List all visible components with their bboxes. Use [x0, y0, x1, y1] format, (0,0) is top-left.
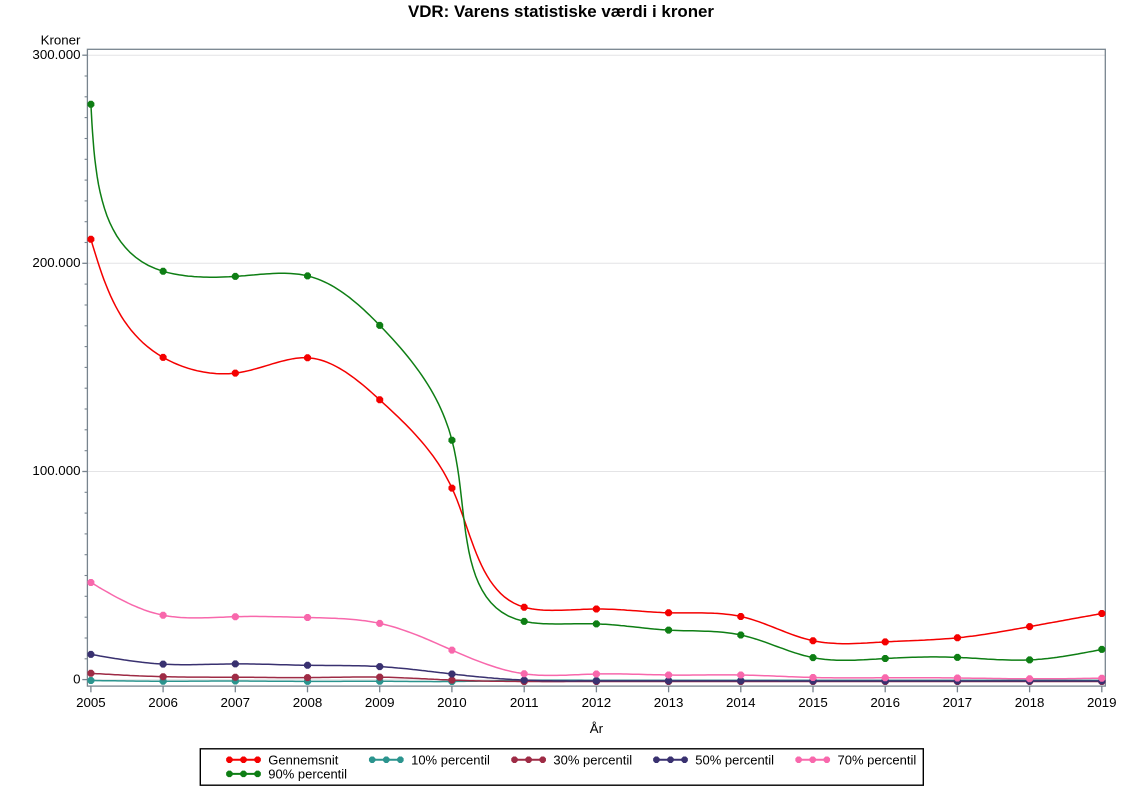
svg-text:200.000: 200.000	[32, 255, 80, 270]
svg-text:70% percentil: 70% percentil	[838, 752, 917, 767]
svg-text:2015: 2015	[798, 695, 828, 710]
svg-text:2012: 2012	[582, 695, 612, 710]
svg-text:2009: 2009	[365, 695, 395, 710]
svg-text:10% percentil: 10% percentil	[411, 752, 490, 767]
svg-text:2010: 2010	[437, 695, 467, 710]
svg-text:Gennemsnit: Gennemsnit	[268, 752, 338, 767]
svg-text:Kroner: Kroner	[41, 33, 81, 48]
svg-text:2014: 2014	[726, 695, 756, 710]
svg-text:50% percentil: 50% percentil	[695, 752, 774, 767]
svg-text:2018: 2018	[1015, 695, 1045, 710]
svg-text:2019: 2019	[1087, 695, 1117, 710]
svg-text:2016: 2016	[870, 695, 900, 710]
svg-text:300.000: 300.000	[32, 47, 80, 62]
svg-text:90% percentil: 90% percentil	[268, 767, 347, 782]
svg-text:2017: 2017	[943, 695, 973, 710]
svg-text:År: År	[590, 721, 604, 736]
svg-text:0: 0	[73, 671, 80, 686]
svg-text:2005: 2005	[76, 695, 106, 710]
svg-text:2013: 2013	[654, 695, 684, 710]
svg-text:100.000: 100.000	[32, 463, 80, 478]
svg-text:30% percentil: 30% percentil	[553, 752, 632, 767]
svg-text:2008: 2008	[293, 695, 323, 710]
svg-text:2007: 2007	[221, 695, 251, 710]
svg-text:2006: 2006	[148, 695, 178, 710]
svg-text:VDR: Varens statistiske værdi: VDR: Varens statistiske værdi i kroner	[408, 2, 714, 21]
svg-text:2011: 2011	[510, 695, 539, 710]
